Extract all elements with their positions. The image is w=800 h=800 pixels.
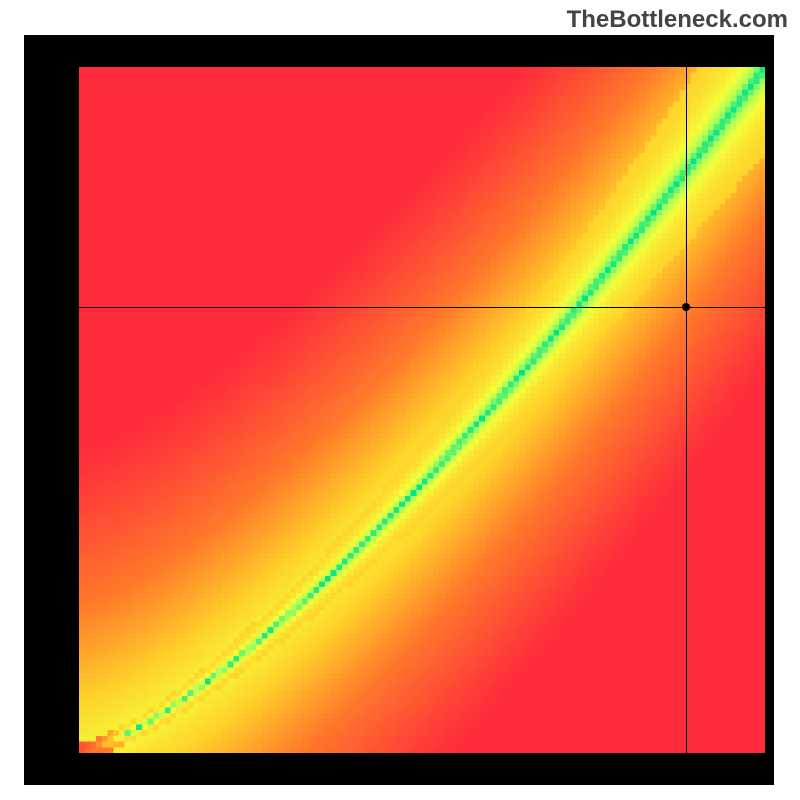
crosshair-horizontal	[79, 307, 765, 308]
crosshair-marker	[682, 303, 690, 311]
watermark-text: TheBottleneck.com	[567, 6, 788, 34]
bottleneck-heatmap	[79, 67, 765, 753]
crosshair-vertical	[686, 67, 687, 753]
plot-outer-frame	[24, 35, 774, 785]
heatmap-canvas	[79, 67, 765, 753]
